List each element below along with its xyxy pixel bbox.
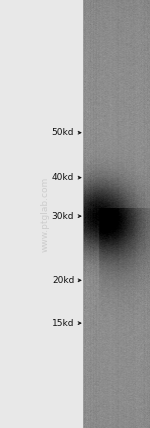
Text: 20kd: 20kd xyxy=(52,276,74,285)
Text: 30kd: 30kd xyxy=(52,211,74,221)
Text: 15kd: 15kd xyxy=(52,318,74,328)
Text: www.ptglab.com: www.ptglab.com xyxy=(40,176,50,252)
Text: 50kd: 50kd xyxy=(52,128,74,137)
Text: 40kd: 40kd xyxy=(52,173,74,182)
